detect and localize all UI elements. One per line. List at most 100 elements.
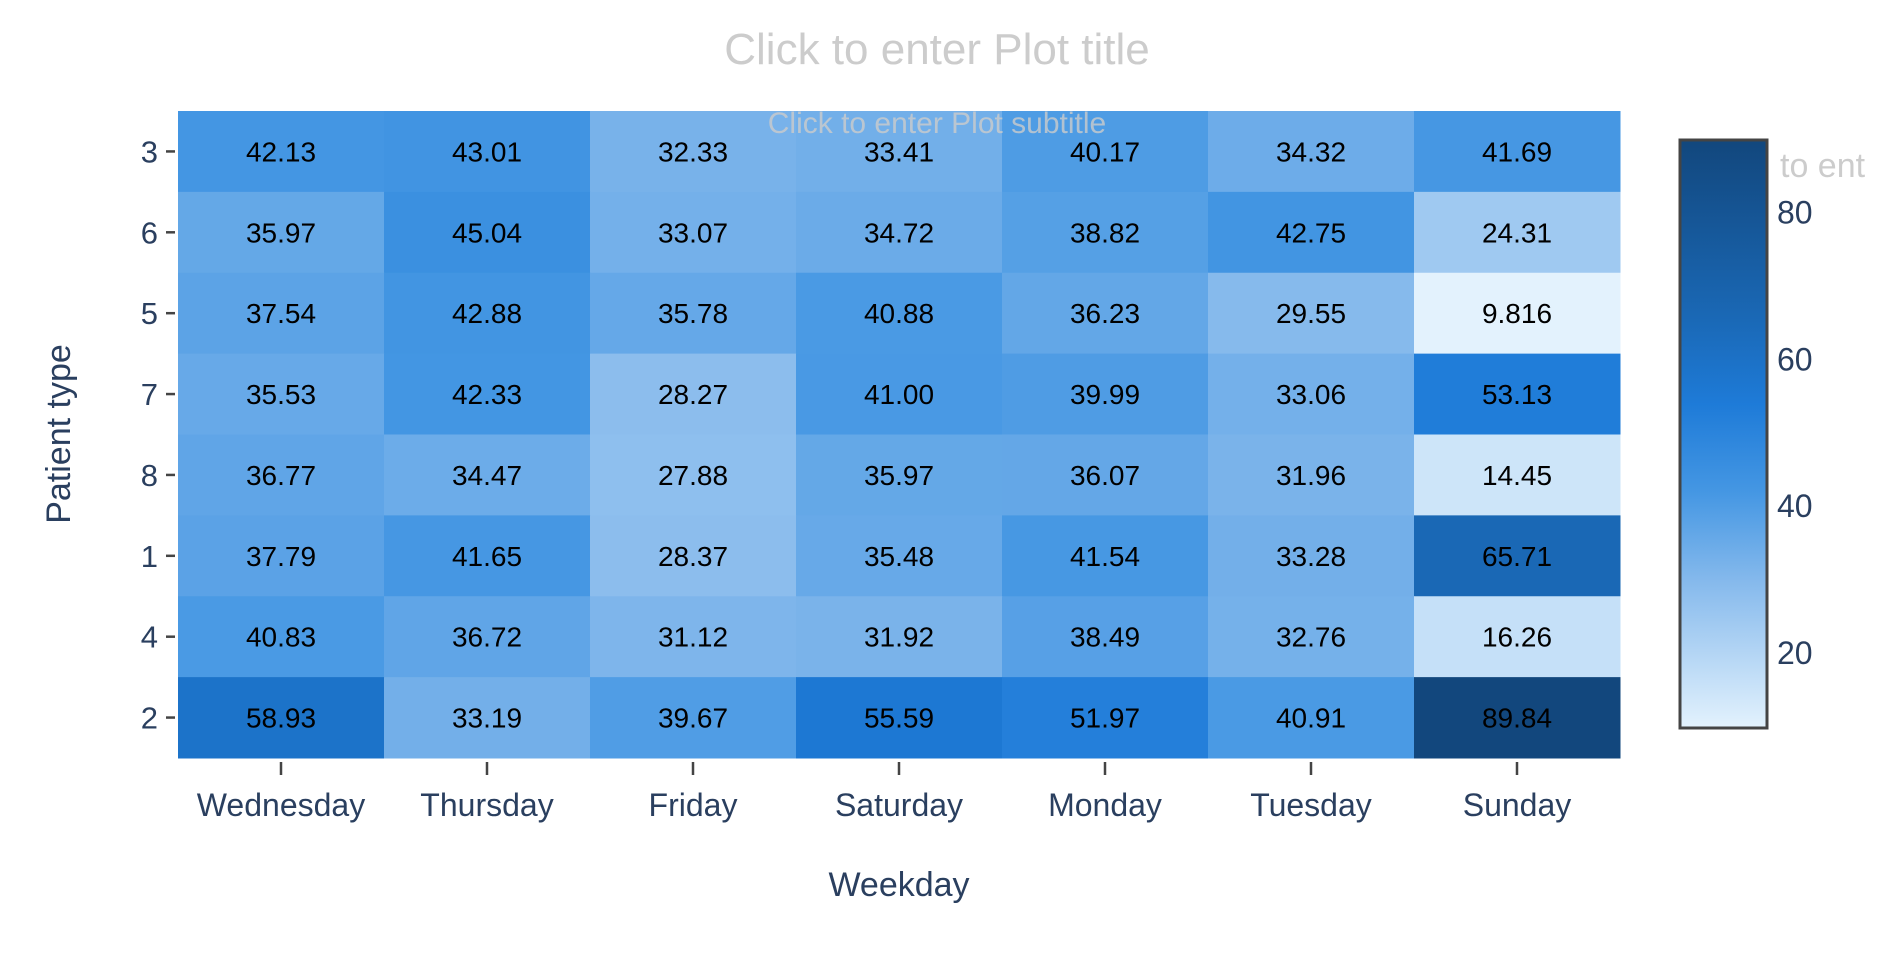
heatmap-cell[interactable]	[1208, 515, 1415, 597]
heatmap-cell[interactable]	[1208, 111, 1415, 193]
heatmap-cell[interactable]	[796, 191, 1003, 274]
cell-labels: 42.13 43.01 32.33 33.41 40.17 34.32 41.69 35.97…	[246, 136, 1552, 733]
heatmap-cell[interactable]	[796, 353, 1003, 435]
heatmap-cell[interactable]	[1414, 677, 1621, 759]
y-tick-label: 7	[141, 377, 158, 412]
x-tick-label: Tuesday	[1250, 787, 1372, 823]
heatmap-cell[interactable]	[1414, 434, 1621, 516]
heatmap-cell[interactable]	[384, 353, 591, 435]
heatmap-cell[interactable]	[384, 191, 591, 274]
heatmap-cell[interactable]	[1002, 353, 1209, 435]
x-axis-title: Weekday	[828, 866, 969, 904]
plot-title[interactable]: Click to enter Plot title	[724, 25, 1150, 74]
heatmap-cell[interactable]	[1002, 191, 1209, 274]
plot-subtitle[interactable]: Click to enter Plot subtitle	[768, 107, 1106, 140]
cell-label: 24.31	[1482, 217, 1552, 248]
heatmap-cell[interactable]	[796, 596, 1003, 678]
heatmap-cell[interactable]	[1002, 111, 1209, 193]
cell-label: 36.23	[1070, 298, 1140, 329]
heatmap-cell[interactable]	[796, 272, 1003, 355]
y-tick-label: 2	[141, 701, 158, 736]
heatmap-cell[interactable]	[178, 515, 385, 597]
colorbar-tick-label: 40	[1777, 488, 1813, 524]
cell-label: 42.88	[452, 298, 522, 329]
heatmap-cell[interactable]	[796, 111, 1003, 193]
cell-label: 37.54	[246, 298, 316, 329]
x-tick-label: Wednesday	[197, 787, 365, 823]
heatmap-cell[interactable]	[178, 353, 385, 435]
heatmap-cell[interactable]	[1208, 434, 1415, 516]
heatmap-cell[interactable]	[1208, 191, 1415, 274]
heatmap-cell[interactable]	[384, 596, 591, 678]
heatmap-cell[interactable]	[1002, 272, 1209, 355]
colorbar-title[interactable]: to ent	[1780, 147, 1866, 185]
heatmap-cell[interactable]	[384, 111, 591, 193]
cell-label: 34.47	[452, 460, 522, 491]
cell-label: 28.37	[658, 541, 728, 572]
heatmap-cell[interactable]	[590, 111, 797, 193]
heatmap-cell[interactable]	[384, 434, 591, 516]
cell-label: 36.07	[1070, 460, 1140, 491]
y-tick-label: 3	[141, 134, 158, 169]
heatmap-cell[interactable]	[178, 191, 385, 274]
heatmap-cell[interactable]	[1002, 677, 1209, 759]
heatmap-cell[interactable]	[1414, 515, 1621, 597]
heatmap-cell[interactable]	[1414, 272, 1621, 355]
heatmap-cell[interactable]	[178, 596, 385, 678]
cell-label: 41.65	[452, 541, 522, 572]
heatmap-cell[interactable]	[384, 677, 591, 759]
colorbar-tick-label: 20	[1777, 635, 1813, 671]
cell-label: 51.97	[1070, 703, 1140, 734]
heatmap-cell[interactable]	[796, 677, 1003, 759]
cell-label: 9.816	[1482, 298, 1552, 329]
cell-label: 36.72	[452, 622, 522, 653]
cell-label: 42.33	[452, 379, 522, 410]
colorbar-tick-label: 60	[1777, 341, 1813, 377]
heatmap-cell[interactable]	[590, 677, 797, 759]
heatmap-cell[interactable]	[1414, 596, 1621, 678]
x-tick-label: Saturday	[835, 787, 963, 823]
cell-label: 40.83	[246, 622, 316, 653]
heatmap-cell[interactable]	[590, 353, 797, 435]
cell-label: 35.97	[246, 217, 316, 248]
heatmap-cell[interactable]	[1208, 272, 1415, 355]
heatmap-cell[interactable]	[178, 677, 385, 759]
heatmap-cell[interactable]	[1208, 353, 1415, 435]
heatmap-cell[interactable]	[796, 515, 1003, 597]
heatmap-cell[interactable]	[1002, 434, 1209, 516]
cell-label: 33.07	[658, 217, 728, 248]
cell-label: 31.92	[864, 622, 934, 653]
colorbar-tick-label: 80	[1777, 194, 1813, 230]
x-tick-label: Monday	[1048, 787, 1162, 823]
cell-label: 32.76	[1276, 622, 1346, 653]
heatmap-cell[interactable]	[1002, 596, 1209, 678]
cell-label: 40.17	[1070, 136, 1140, 167]
heatmap-cell[interactable]	[1002, 515, 1209, 597]
heatmap-cell[interactable]	[590, 596, 797, 678]
y-tick-label: 6	[141, 215, 158, 250]
heatmap-cell[interactable]	[590, 515, 797, 597]
heatmap-cell[interactable]	[178, 434, 385, 516]
x-tick-label: Friday	[649, 787, 738, 823]
cell-label: 28.27	[658, 379, 728, 410]
heatmap-cell[interactable]	[590, 191, 797, 274]
cell-label: 41.69	[1482, 136, 1552, 167]
cell-label: 65.71	[1482, 541, 1552, 572]
heatmap-cell[interactable]	[1208, 596, 1415, 678]
y-tick-label: 8	[141, 458, 158, 493]
heatmap-cell[interactable]	[1414, 191, 1621, 274]
heatmap-cell[interactable]	[590, 272, 797, 355]
heatmap-cell[interactable]	[1414, 353, 1621, 435]
heatmap-cell[interactable]	[796, 434, 1003, 516]
heatmap-cell[interactable]	[1208, 677, 1415, 759]
heatmap-cell[interactable]	[178, 111, 385, 193]
heatmap-cell[interactable]	[1414, 111, 1621, 193]
heatmap-cells	[178, 111, 1621, 759]
cell-label: 16.26	[1482, 622, 1552, 653]
x-tick-label: Sunday	[1463, 787, 1572, 823]
heatmap-cell[interactable]	[178, 272, 385, 355]
y-tick-label: 5	[141, 296, 158, 331]
heatmap-cell[interactable]	[384, 515, 591, 597]
heatmap-cell[interactable]	[590, 434, 797, 516]
heatmap-cell[interactable]	[384, 272, 591, 355]
